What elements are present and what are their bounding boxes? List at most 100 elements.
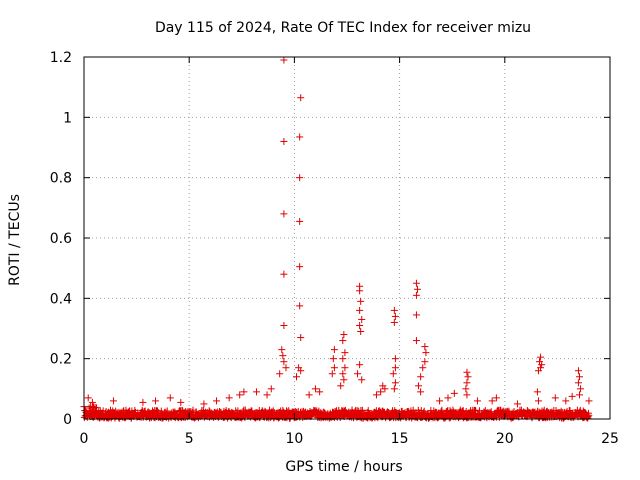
data-point — [280, 210, 288, 218]
data-point — [263, 391, 271, 399]
data-point — [339, 355, 347, 363]
data-point — [444, 394, 452, 402]
data-point — [390, 318, 398, 326]
data-point — [492, 394, 500, 402]
plot-frame — [83, 56, 611, 420]
data-point — [337, 382, 345, 390]
data-point — [421, 343, 429, 351]
data-point — [412, 291, 420, 299]
data-point — [391, 355, 399, 363]
data-point — [358, 315, 366, 323]
data-point — [276, 370, 284, 378]
y-tick-label: 0.2 — [50, 352, 72, 368]
data-point — [488, 397, 496, 405]
data-point — [575, 373, 583, 381]
data-point — [513, 400, 521, 408]
data-point — [311, 385, 319, 393]
data-point — [280, 358, 288, 366]
data-point — [436, 397, 444, 405]
data-point — [280, 270, 288, 278]
y-axis-label: ROTI / TECUs — [7, 194, 23, 286]
data-point — [534, 397, 542, 405]
data-point — [354, 370, 362, 378]
data-point — [473, 397, 481, 405]
grid-lines — [84, 57, 610, 419]
data-point — [330, 346, 338, 354]
data-point — [557, 407, 565, 415]
data-point — [236, 391, 244, 399]
data-point — [293, 373, 301, 381]
data-point — [297, 334, 305, 342]
data-point — [330, 364, 338, 372]
data-point — [278, 346, 286, 354]
y-tick-label: 1 — [63, 110, 72, 126]
data-point — [412, 311, 420, 319]
data-point — [412, 279, 420, 287]
data-point — [340, 331, 348, 339]
data-point — [296, 174, 304, 182]
data-point — [357, 328, 365, 336]
data-point — [381, 385, 389, 393]
x-tick-label: 15 — [391, 431, 409, 447]
data-point — [568, 392, 576, 400]
data-point — [356, 361, 364, 369]
data-point — [415, 382, 423, 390]
data-point — [280, 321, 288, 329]
data-point — [297, 94, 305, 102]
data-point — [341, 349, 349, 357]
y-tick-label: 0.6 — [50, 231, 72, 247]
data-point — [538, 361, 546, 369]
chart-title: Day 115 of 2024, Rate Of TEC Index for r… — [155, 20, 531, 36]
data-point — [253, 388, 261, 396]
data-point — [267, 385, 275, 393]
y-tick-label: 0.4 — [50, 291, 72, 307]
data-point — [356, 321, 364, 329]
data-point — [90, 403, 98, 411]
data-point — [391, 364, 399, 372]
data-point — [574, 379, 582, 387]
data-point — [356, 306, 364, 314]
data-point — [575, 391, 583, 399]
x-tick-label: 20 — [496, 431, 514, 447]
x-tick-labels: 0 5 10 15 20 25 — [80, 431, 619, 447]
y-tick-label: 0 — [63, 412, 72, 428]
data-point — [152, 397, 160, 405]
data-point — [464, 373, 472, 381]
data-point — [421, 358, 429, 366]
data-point — [463, 379, 471, 387]
data-point — [463, 391, 471, 399]
data-point — [213, 397, 221, 405]
data-point — [585, 397, 593, 405]
data-point — [450, 389, 458, 397]
data-point — [390, 385, 398, 393]
data-point — [296, 263, 304, 271]
data-point — [296, 133, 304, 141]
data-point — [200, 400, 208, 408]
data-point — [339, 370, 347, 378]
data-point — [417, 373, 425, 381]
data-point — [329, 355, 337, 363]
data-point — [372, 391, 380, 399]
data-point — [462, 385, 470, 393]
data-point — [296, 302, 304, 310]
x-tick-label: 0 — [80, 431, 89, 447]
x-tick-label: 10 — [285, 431, 303, 447]
data-point — [356, 287, 364, 295]
data-point — [357, 297, 365, 305]
data-point — [279, 352, 287, 360]
data-point — [377, 388, 385, 396]
data-point — [225, 394, 233, 402]
data-point — [417, 388, 425, 396]
data-points — [80, 56, 593, 422]
data-point — [412, 337, 420, 345]
y-tick-label: 0.8 — [50, 171, 72, 187]
data-point — [240, 388, 248, 396]
x-tick-label: 25 — [601, 431, 619, 447]
data-point — [463, 368, 471, 376]
data-point — [282, 364, 290, 372]
data-point — [534, 367, 542, 375]
data-point — [574, 367, 582, 375]
data-point — [316, 388, 324, 396]
data-point — [109, 397, 117, 405]
